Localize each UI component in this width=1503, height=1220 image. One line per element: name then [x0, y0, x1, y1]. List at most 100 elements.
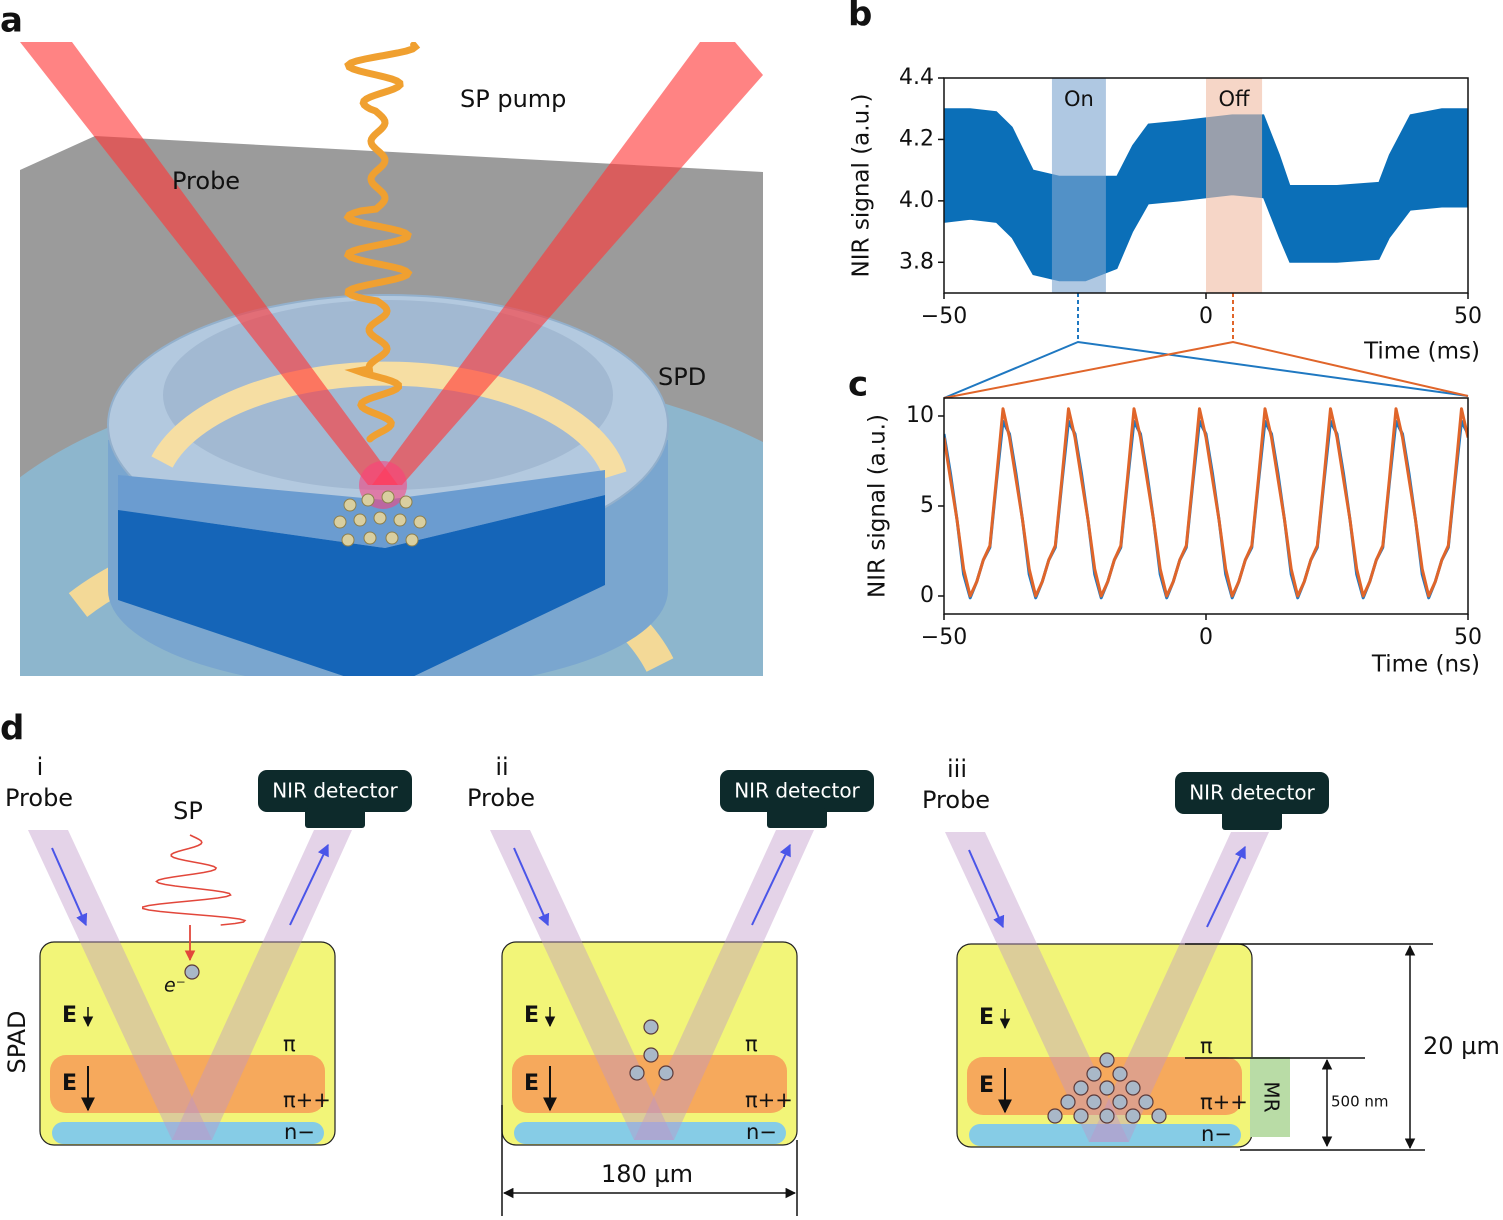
beam-arrow	[751, 843, 791, 926]
carrier	[1112, 1066, 1128, 1082]
beam-arrow	[513, 847, 550, 927]
y-tick-label: 0	[920, 583, 934, 608]
signal-line	[944, 419, 1468, 600]
probe-label: Probe	[5, 784, 73, 812]
carrier	[643, 1019, 659, 1035]
subpanel: ii Probe NIR detector E Eπ π++ n− 180 µm	[467, 753, 874, 1216]
y-axis-label: NIR signal (a.u.)	[865, 414, 891, 598]
carrier	[629, 1065, 645, 1081]
carrier	[643, 1047, 659, 1063]
carrier	[1047, 1108, 1063, 1124]
y-tick-label: 10	[906, 403, 934, 428]
axes-frame	[943, 397, 1469, 615]
scene-label: Probe	[172, 167, 240, 195]
field-label: E	[62, 1071, 77, 1096]
scene	[20, 42, 763, 676]
carrier	[658, 1065, 674, 1081]
probe-label: Probe	[922, 786, 990, 814]
x-tick-label: 50	[1454, 304, 1482, 329]
plot-area: On Off	[944, 78, 1468, 293]
probe-beam	[28, 830, 212, 1140]
window-label: Off	[1219, 87, 1251, 111]
pi-plus-layer	[512, 1055, 787, 1113]
detector-label: NIR detector	[272, 779, 398, 803]
electron-label: e⁻	[164, 975, 186, 997]
carrier	[1099, 1108, 1115, 1124]
detector	[720, 770, 874, 812]
reflected-beam	[1089, 832, 1269, 1142]
x-axis-label: Time (ms)	[1363, 339, 1480, 365]
carrier	[1086, 1094, 1102, 1110]
detector-tab	[1222, 810, 1282, 830]
layer-label: π	[1200, 1034, 1213, 1058]
schematic: i Probe NIR detector E Eπ π++ n− SP e⁻ ii Probe NIR…	[5, 753, 1500, 1216]
panel-label: d	[0, 709, 24, 749]
detector	[1175, 772, 1329, 814]
panel-label: b	[848, 0, 872, 35]
layer-label: π++	[283, 1088, 331, 1112]
subpanel: iii Probe NIR detector E Eπ π++ n− MR 500 nm 20 µ…	[922, 755, 1500, 1151]
carrier	[1125, 1108, 1141, 1124]
scene-label: SPD	[658, 363, 706, 391]
side-label: SPAD	[3, 1010, 31, 1073]
field-label: E	[979, 1073, 994, 1098]
carrier	[1073, 1108, 1089, 1124]
carrier	[1112, 1094, 1128, 1110]
layer-label: n−	[284, 1120, 315, 1144]
carrier	[1151, 1108, 1167, 1124]
carrier	[1073, 1080, 1089, 1096]
detector-tab	[305, 808, 365, 828]
y-tick-label: 4.0	[899, 188, 934, 213]
detector-label: NIR detector	[734, 779, 860, 803]
reflected-beam	[172, 830, 352, 1140]
field-label: E	[979, 1005, 994, 1030]
beam-arrow	[51, 847, 88, 927]
layer-label: n−	[1201, 1122, 1232, 1146]
beam-arrow	[968, 849, 1005, 929]
reflected-beam	[634, 830, 814, 1140]
y-tick-label: 4.4	[899, 65, 934, 90]
detector	[258, 770, 412, 812]
n-layer	[514, 1122, 786, 1144]
carrier	[1138, 1094, 1154, 1110]
layer-label: π	[745, 1032, 758, 1056]
chart: On Off b 3.8 4.0 4.2 4.4 −50 0 50 NIR signal (a.u.…	[848, 0, 1482, 365]
carrier	[1086, 1066, 1102, 1082]
shaded-window	[1206, 78, 1263, 293]
subpanel-numeral: ii	[495, 753, 508, 781]
sp-wave	[142, 834, 247, 926]
y-axis-label: NIR signal (a.u.)	[849, 94, 875, 278]
detector-tab	[767, 808, 827, 828]
layer-label: π++	[1200, 1090, 1248, 1114]
carrier	[1099, 1080, 1115, 1096]
y-tick-label: 5	[920, 493, 934, 518]
window-label: On	[1064, 87, 1094, 111]
plot-area	[944, 407, 1468, 600]
x-tick-label: 0	[1199, 625, 1213, 650]
carrier	[184, 964, 200, 980]
pi-plus-layer	[50, 1055, 325, 1113]
dimension-label: 180 µm	[601, 1160, 693, 1188]
subpanel-numeral: i	[37, 753, 44, 781]
detector-label: NIR detector	[1189, 781, 1315, 805]
mr-region	[1250, 1057, 1290, 1137]
x-tick-label: 0	[1199, 304, 1213, 329]
n-layer	[969, 1124, 1241, 1146]
x-axis-label: Time (ns)	[1371, 652, 1480, 678]
mr-label: MR	[1260, 1081, 1284, 1112]
carrier	[1060, 1094, 1076, 1110]
panel-label: a	[0, 1, 23, 41]
panel-label: c	[848, 365, 868, 405]
carrier	[1125, 1080, 1141, 1096]
layer-label: n−	[746, 1120, 777, 1144]
probe-beam	[490, 830, 674, 1140]
probe-label: Probe	[467, 784, 535, 812]
x-tick-label: 50	[1454, 625, 1482, 650]
x-tick-label: −50	[921, 625, 967, 650]
layer-label: π++	[745, 1088, 793, 1112]
dimension-label: 500 nm	[1331, 1093, 1389, 1111]
dimension-label: 20 µm	[1423, 1032, 1500, 1060]
carrier	[1099, 1052, 1115, 1068]
layer-label: π	[283, 1032, 296, 1056]
